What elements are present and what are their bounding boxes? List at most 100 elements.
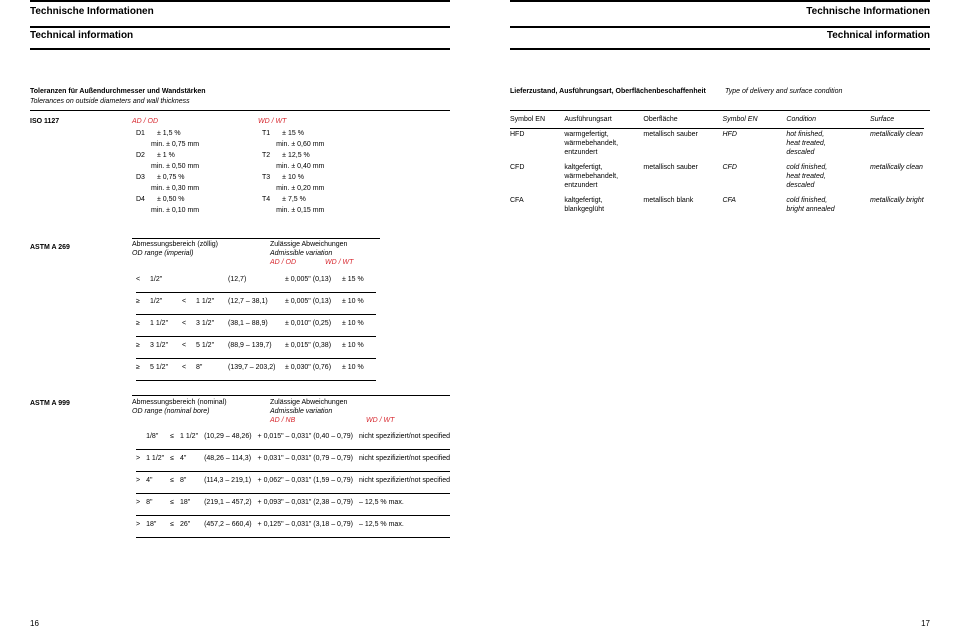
op1: >: [134, 520, 142, 529]
astm999-zul-en: Admissible variation: [270, 408, 332, 415]
op2: [180, 275, 192, 284]
aus: entzundert: [564, 182, 643, 191]
size-b: 18": [178, 498, 200, 507]
mm: (88,9 – 139,7): [226, 341, 281, 350]
aus: entzundert: [564, 149, 643, 158]
sym-r: [723, 173, 787, 182]
iso1127-wd-table: T1± 15 %min. ± 0,60 mmT2± 12,5 %min. ± 0…: [258, 127, 328, 217]
iso-tol: ± 0,50 %: [149, 195, 201, 204]
iso-tol: ± 7,5 %: [274, 195, 326, 204]
sym-l: [510, 182, 564, 191]
sym-r: [723, 206, 787, 215]
wt: nicht spezifiziert/not specified: [357, 454, 452, 463]
th-sym-l: Symbol EN: [510, 116, 564, 125]
ad: ± 0,015" (0,38): [283, 341, 338, 350]
op: ≥: [134, 341, 146, 350]
astm999-zul-de: Zulässige Abweichungen: [270, 399, 347, 406]
ober: metallisch sauber: [643, 164, 722, 173]
wt: – 12,5 % max.: [357, 498, 452, 507]
wt: ± 10 %: [340, 319, 378, 328]
sym-l: [510, 173, 564, 182]
iso-class: T4: [260, 195, 272, 204]
astm269-zul-de: Zulässige Abweichungen: [270, 241, 347, 248]
cond: heat treated,: [786, 140, 870, 149]
iso-class: D1: [134, 129, 147, 138]
wt: ± 10 %: [340, 363, 378, 372]
iso-min: min. ± 0,20 mm: [274, 184, 326, 193]
astm999-table: 1/8"≤1 1/2"(10,29 – 48,26)+ 0,015" – 0,0…: [132, 430, 450, 542]
th-sym-r: Symbol EN: [723, 116, 787, 125]
tolerances-en: Tolerances on outside diameters and wall…: [30, 98, 190, 105]
header-en-r: Technical information: [827, 30, 930, 41]
iso1127-wdwt: WD / WT: [258, 118, 286, 125]
iso-class: T1: [260, 129, 272, 138]
wt: ± 15 %: [340, 275, 378, 284]
op: ≤: [168, 454, 176, 463]
sym-r: [723, 140, 787, 149]
op1: >: [134, 454, 142, 463]
astm269-hd-de: Abmessungsbereich (zöllig): [132, 241, 218, 248]
ad: ± 0,005" (0,13): [283, 275, 338, 284]
astm269-hd-en: OD range (imperial): [132, 250, 193, 257]
surf: [870, 206, 930, 215]
astm999-hd-en: OD range (nominal bore): [132, 408, 209, 415]
op1: >: [134, 476, 142, 485]
iso-min: min. ± 0,75 mm: [149, 140, 201, 149]
astm269-label: ASTM A 269: [30, 244, 70, 251]
astm999-hd-de: Abmessungsbereich (nominal): [132, 399, 227, 406]
surf: [870, 173, 930, 182]
wt: – 12,5 % max.: [357, 520, 452, 529]
op2: <: [180, 341, 192, 350]
size-a: 1/8": [144, 432, 166, 441]
mm: (139,7 – 203,2): [226, 363, 281, 372]
rule: [510, 110, 930, 111]
wt: nicht spezifiziert/not specified: [357, 476, 452, 485]
iso-min: min. ± 0,15 mm: [274, 206, 326, 215]
delivery-en: Type of delivery and surface condition: [725, 88, 842, 95]
iso-min: min. ± 0,40 mm: [274, 162, 326, 171]
iso-min: min. ± 0,10 mm: [149, 206, 201, 215]
astm269-zul-en: Admissible variation: [270, 250, 332, 257]
surf: metallically bright: [870, 197, 930, 206]
ober: metallisch sauber: [643, 131, 722, 140]
size-b: 26": [178, 520, 200, 529]
header-de: Technische Informationen: [30, 6, 154, 17]
iso-class: T2: [260, 151, 272, 160]
size-b: 5 1/2": [194, 341, 224, 350]
iso-tol: ± 15 %: [274, 129, 326, 138]
iso-tol: ± 1 %: [149, 151, 201, 160]
size-b: 4": [178, 454, 200, 463]
op: ≥: [134, 297, 146, 306]
ober: [643, 182, 722, 191]
op: ≤: [168, 520, 176, 529]
ad: ± 0,010" (0,25): [283, 319, 338, 328]
ad: + 0,093" – 0,031" (2,38 – 0,79): [256, 498, 355, 507]
tolerances-de: Toleranzen für Außendurchmesser und Wand…: [30, 88, 206, 95]
sym-r: [723, 182, 787, 191]
ober: metallisch blank: [643, 197, 722, 206]
page-right: Technische Informationen Technical infor…: [480, 0, 960, 638]
op: ≤: [168, 432, 176, 441]
iso1127-ad-table: D1± 1,5 %min. ± 0,75 mmD2± 1 %min. ± 0,5…: [132, 127, 203, 217]
aus: kaltgefertigt,: [564, 197, 643, 206]
size-b: 8": [194, 363, 224, 372]
sym-l: [510, 140, 564, 149]
iso-class: D2: [134, 151, 147, 160]
astm999-label: ASTM A 999: [30, 400, 70, 407]
size-b: 1 1/2": [194, 297, 224, 306]
mm: (12,7 – 38,1): [226, 297, 281, 306]
rule: [132, 395, 450, 396]
ad: ± 0,030" (0,76): [283, 363, 338, 372]
surf: metallically clean: [870, 131, 930, 140]
size-a: 1/2": [148, 297, 178, 306]
ober: [643, 173, 722, 182]
iso-min: min. ± 0,30 mm: [149, 184, 201, 193]
mm: (38,1 – 88,9): [226, 319, 281, 328]
size-a: 5 1/2": [148, 363, 178, 372]
size-a: 1 1/2": [144, 454, 166, 463]
astm269-table: <1/2"(12,7)± 0,005" (0,13)± 15 %≥1/2"<1 …: [132, 273, 380, 385]
ober: [643, 140, 722, 149]
iso1127-adod: AD / OD: [132, 118, 158, 125]
header-en: Technical information: [30, 30, 133, 41]
iso-tol: ± 12,5 %: [274, 151, 326, 160]
